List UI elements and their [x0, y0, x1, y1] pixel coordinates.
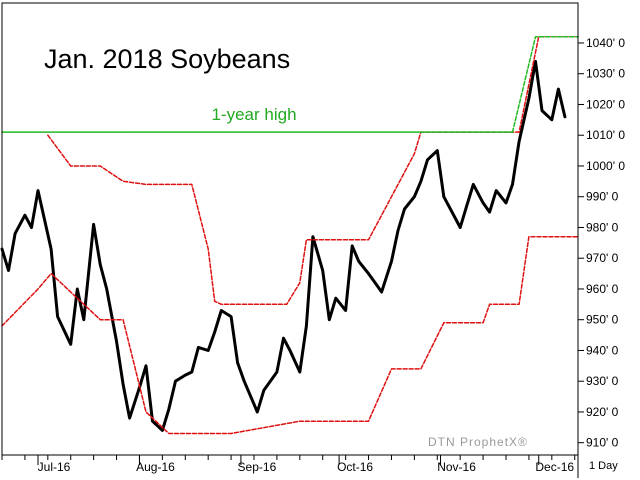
- y-tick-label: 980' 0: [586, 220, 619, 234]
- chart-title: Jan. 2018 Soybeans: [44, 44, 290, 74]
- x-tick-label: Dec-16: [535, 460, 574, 474]
- series-line-4: [511, 36, 579, 133]
- y-axis: 1040' 0 1030' 0 1020' 0 1010' 0 1000' 0 990' …: [578, 36, 625, 450]
- y-tick-label: 910' 0: [586, 436, 619, 450]
- series-line-1: [1, 235, 579, 435]
- y-tick-label: 990' 0: [586, 190, 619, 204]
- annotation-label: 1-year high: [211, 105, 296, 124]
- watermark: DTN ProphetX®: [428, 435, 528, 449]
- x-tick-label: Jul-16: [38, 460, 71, 474]
- series-layer: [0, 36, 579, 435]
- x-axis: Jul-16 Aug-16 Sep-16 Oct-16 Nov-16 Dec-16: [1, 455, 579, 478]
- annotation-layer: 1-year high: [211, 105, 296, 124]
- y-tick-label: 1010' 0: [586, 128, 625, 142]
- plot-frame: [1, 2, 579, 456]
- x-tick-label: Aug-16: [136, 460, 175, 474]
- series-line-0: [0, 59, 567, 432]
- y-tick-label: 1020' 0: [586, 97, 625, 111]
- y-tick-label: 950' 0: [586, 313, 619, 327]
- y-tick-label: 1000' 0: [586, 159, 625, 173]
- x-tick-label: Oct-16: [337, 460, 373, 474]
- y-tick-label: 920' 0: [586, 405, 619, 419]
- y-tick-label: 930' 0: [586, 374, 619, 388]
- y-tick-label: 1040' 0: [586, 36, 625, 50]
- x-tick-label: Nov-16: [437, 460, 476, 474]
- x-tick-label: Sep-16: [238, 460, 277, 474]
- y-tick-label: 970' 0: [586, 251, 619, 265]
- y-tick-label: 960' 0: [586, 282, 619, 296]
- y-tick-label: 940' 0: [586, 343, 619, 357]
- y-tick-label: 1030' 0: [586, 67, 625, 81]
- period-label: 1 Day: [589, 460, 618, 472]
